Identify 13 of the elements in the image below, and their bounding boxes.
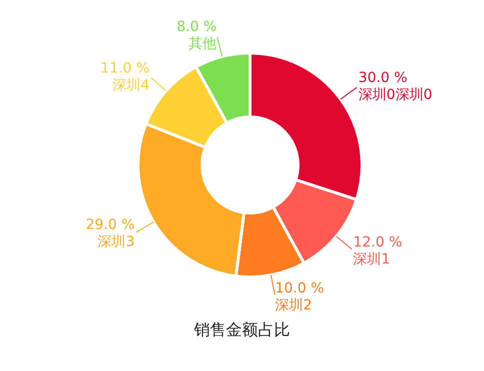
data-label: 12.0 % — [353, 234, 402, 250]
data-label: 10.0 % — [275, 280, 324, 297]
data-label: 8.0 % — [176, 19, 217, 36]
slice-label: 深圳2 — [275, 298, 312, 314]
slice-label: 其他 — [188, 36, 217, 52]
text: 销售金额占比 — [193, 320, 291, 341]
data-label: 30.0 % — [358, 70, 408, 86]
slice-label: 深圳3 — [98, 234, 135, 250]
data-label: 11.0 % — [100, 60, 150, 76]
slice-label: 深圳0深圳0 — [358, 87, 432, 104]
slice-label: 深圳4 — [112, 77, 150, 94]
slice-label: 深圳1 — [353, 251, 390, 268]
data-label: 29.0 % — [86, 217, 135, 234]
